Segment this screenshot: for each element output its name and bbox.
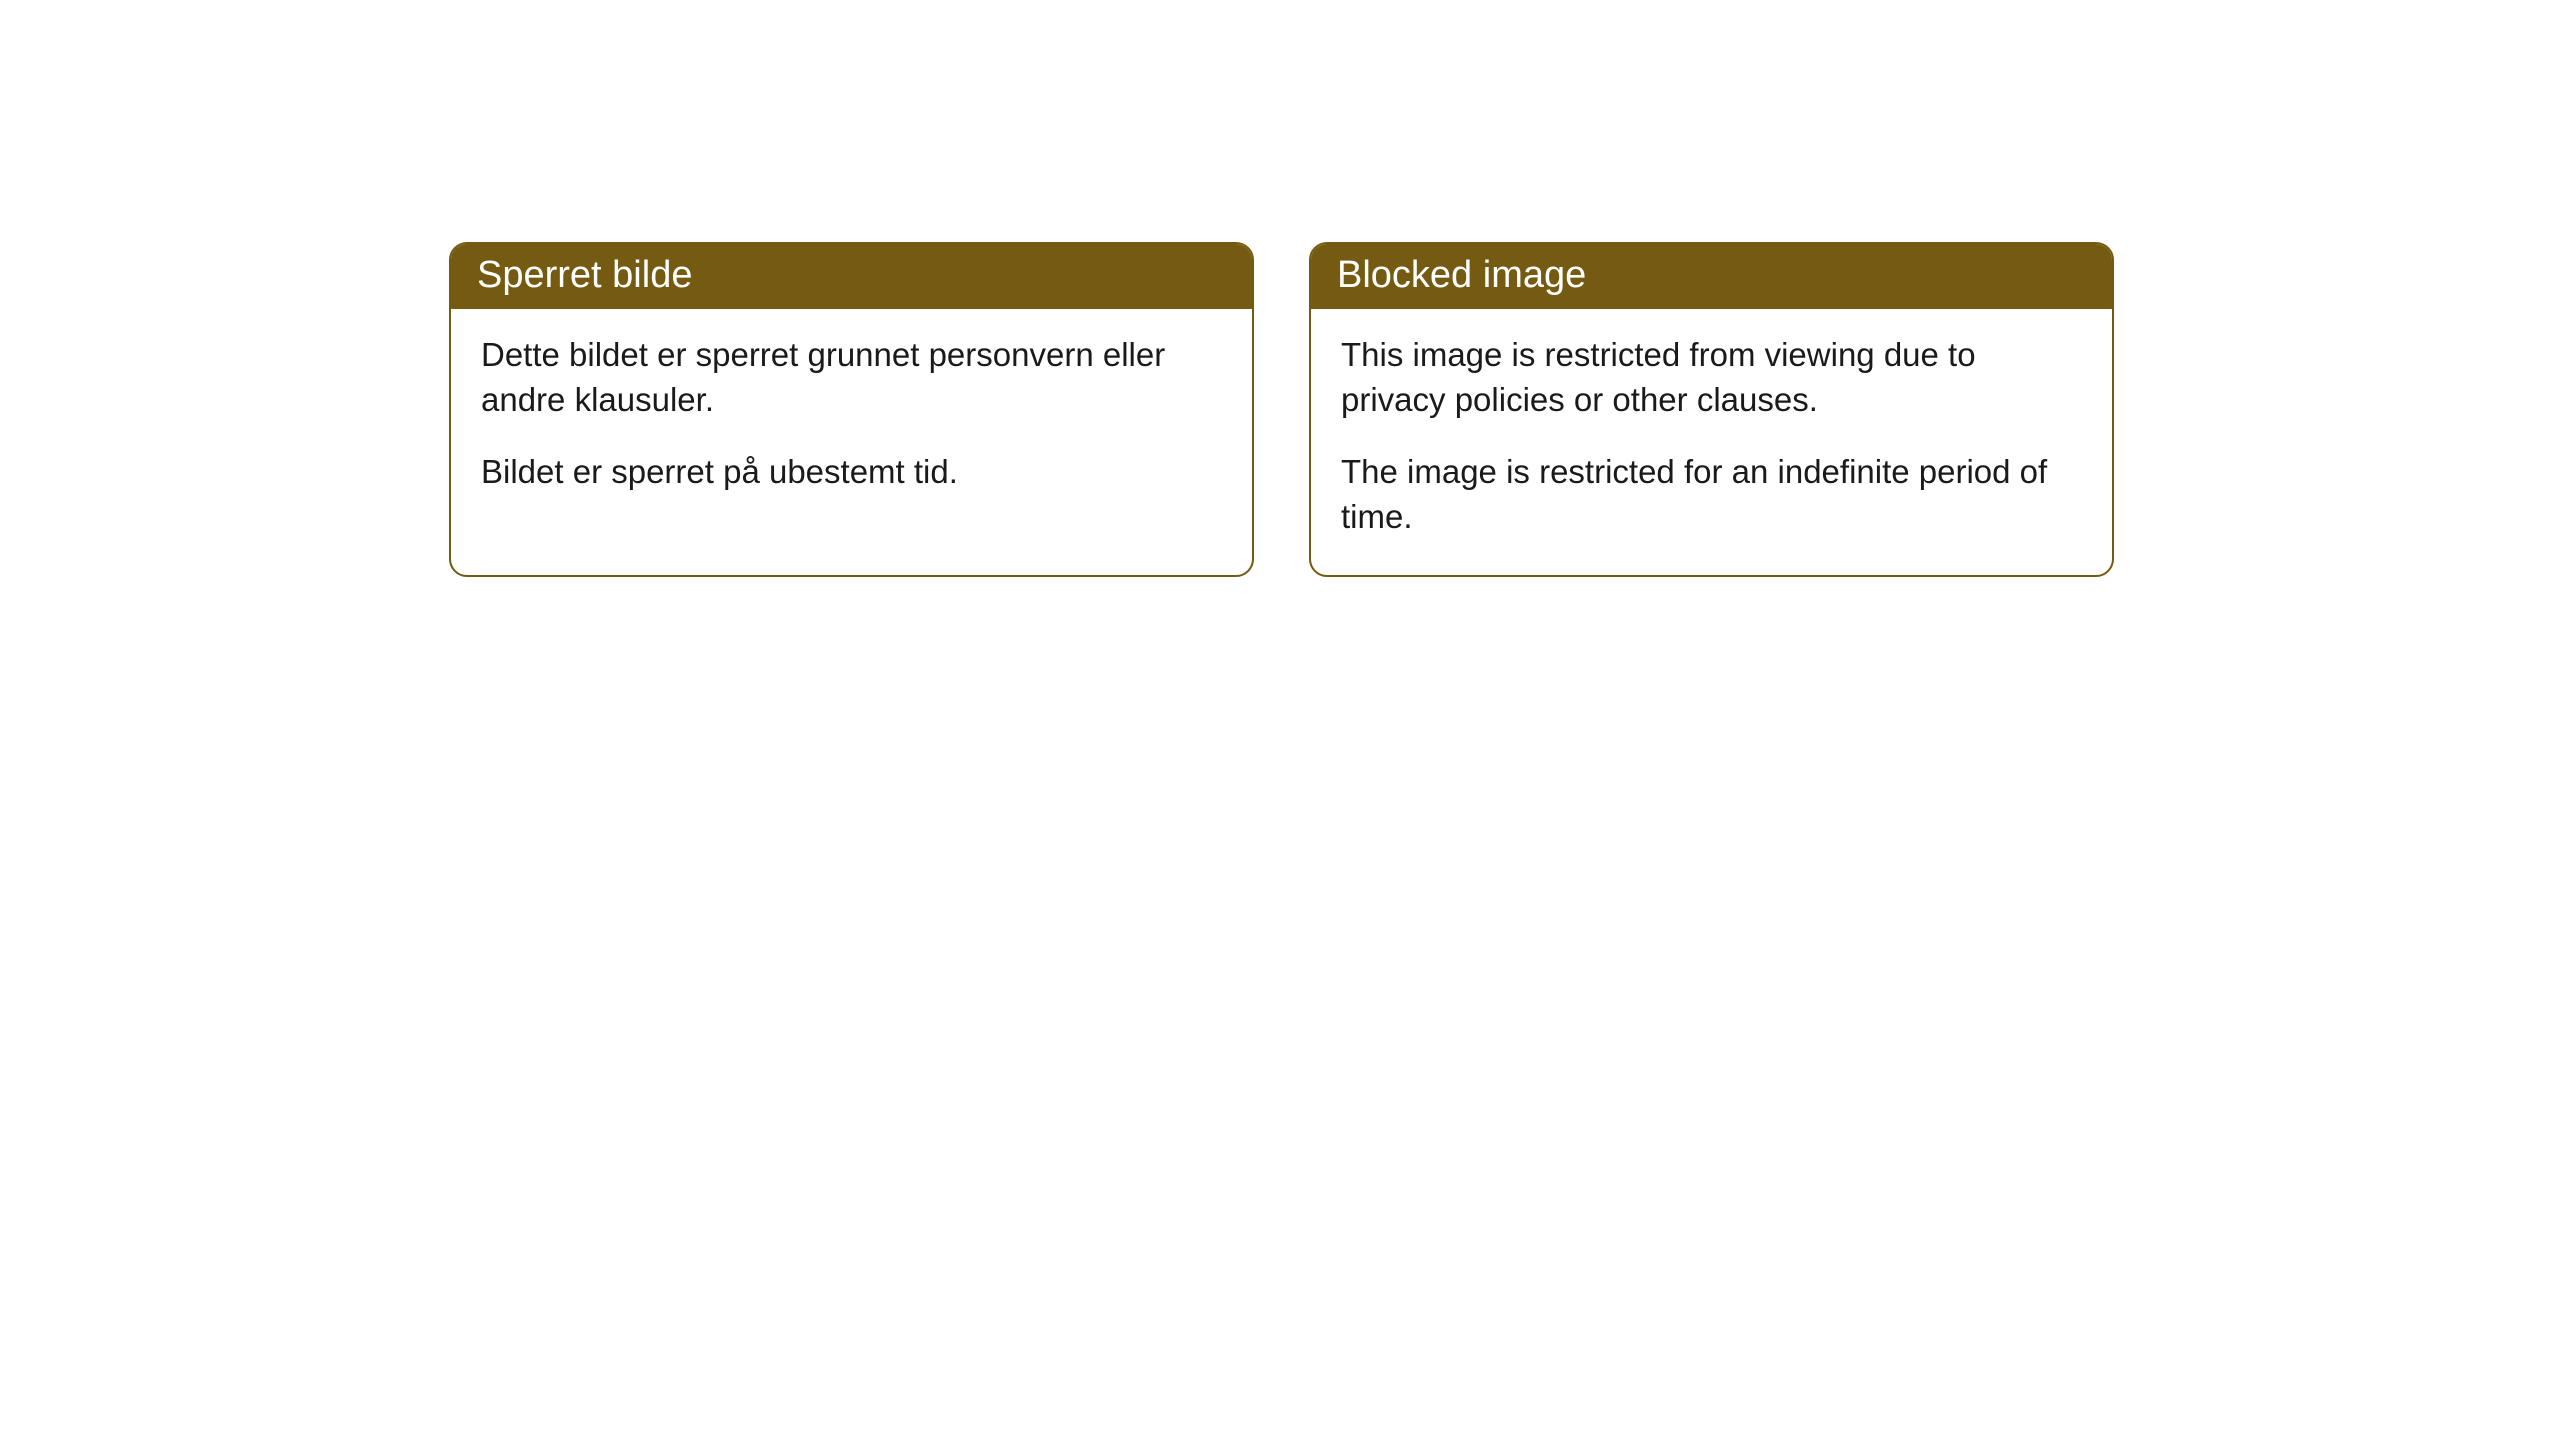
cards-container: Sperret bilde Dette bildet er sperret gr… (0, 0, 2560, 577)
card-title: Blocked image (1337, 254, 1586, 296)
blocked-image-card-english: Blocked image This image is restricted f… (1309, 242, 2114, 577)
card-body: This image is restricted from viewing du… (1311, 309, 2112, 575)
card-body: Dette bildet er sperret grunnet personve… (451, 309, 1252, 531)
card-paragraph-2: Bildet er sperret på ubestemt tid. (481, 450, 1222, 495)
card-paragraph-1: Dette bildet er sperret grunnet personve… (481, 333, 1222, 422)
card-header: Sperret bilde (451, 244, 1252, 309)
card-header: Blocked image (1311, 244, 2112, 309)
card-paragraph-1: This image is restricted from viewing du… (1341, 333, 2082, 422)
blocked-image-card-norwegian: Sperret bilde Dette bildet er sperret gr… (449, 242, 1254, 577)
card-title: Sperret bilde (477, 254, 692, 296)
card-paragraph-2: The image is restricted for an indefinit… (1341, 450, 2082, 539)
